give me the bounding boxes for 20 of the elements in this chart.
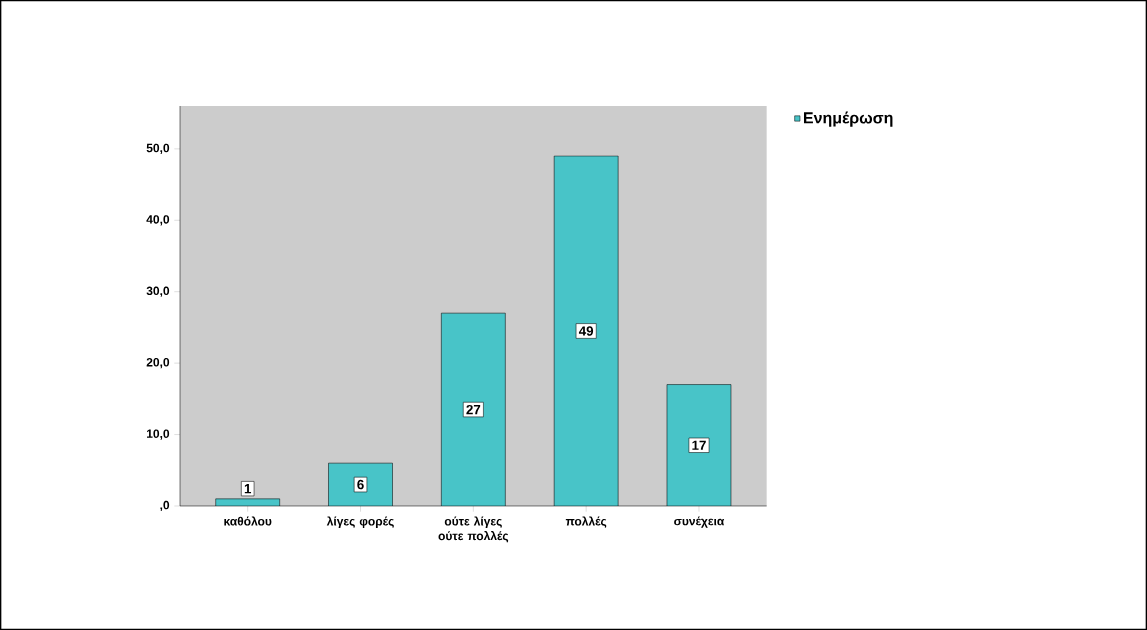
data-label: 17	[692, 440, 706, 450]
y-tick-label: 20,0	[146, 358, 170, 369]
x-tick-label: καθόλου	[224, 516, 272, 526]
y-tick-label: 50,0	[146, 143, 170, 154]
y-tick-label: 40,0	[146, 215, 170, 226]
data-label: 27	[466, 404, 481, 415]
x-tick-label: ούτε λίγες ούτε πολλές	[438, 516, 509, 543]
x-tick-label: συνέχεια	[674, 516, 725, 528]
data-label: 6	[357, 479, 364, 490]
bar	[554, 155, 619, 506]
y-tick-label: ,0	[160, 500, 170, 512]
bar	[666, 384, 732, 506]
legend-label: Ενημέρωση	[803, 111, 893, 127]
bar	[441, 313, 506, 506]
data-label: 49	[578, 326, 594, 336]
x-tick-label: λίγες φορές	[326, 516, 394, 528]
y-tick-label: 10,0	[147, 429, 170, 440]
data-label: 1	[244, 484, 252, 494]
x-tick-label: πολλές	[565, 516, 607, 528]
y-tick-label: 30,0	[146, 286, 170, 297]
